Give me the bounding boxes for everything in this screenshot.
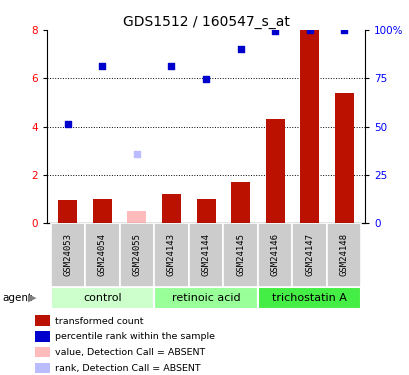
Bar bbox=[257, 287, 361, 309]
Bar bbox=[50, 223, 85, 287]
Text: percentile rank within the sample: percentile rank within the sample bbox=[54, 332, 214, 341]
Bar bbox=[223, 223, 257, 287]
Text: transformed count: transformed count bbox=[54, 316, 143, 326]
Point bbox=[133, 152, 140, 157]
Text: GSM24055: GSM24055 bbox=[132, 234, 141, 276]
Bar bbox=[154, 223, 188, 287]
Bar bbox=[119, 223, 154, 287]
Point bbox=[306, 27, 312, 33]
Point bbox=[237, 46, 243, 53]
Point bbox=[202, 76, 209, 82]
Bar bbox=[188, 223, 223, 287]
Bar bbox=[292, 223, 326, 287]
Title: GDS1512 / 160547_s_at: GDS1512 / 160547_s_at bbox=[122, 15, 289, 29]
Text: control: control bbox=[83, 293, 121, 303]
Text: agent: agent bbox=[2, 293, 32, 303]
Bar bbox=[326, 223, 361, 287]
Bar bbox=[265, 119, 284, 223]
Bar bbox=[127, 211, 146, 223]
Text: GSM24143: GSM24143 bbox=[166, 234, 175, 276]
Point bbox=[99, 63, 106, 69]
Bar bbox=[334, 93, 353, 223]
Text: trichostatin A: trichostatin A bbox=[272, 293, 346, 303]
Bar bbox=[231, 182, 249, 223]
Bar bbox=[50, 287, 154, 309]
Text: ▶: ▶ bbox=[28, 293, 36, 303]
Bar bbox=[162, 194, 180, 223]
Point bbox=[340, 27, 346, 33]
Point bbox=[168, 63, 174, 69]
Text: rank, Detection Call = ABSENT: rank, Detection Call = ABSENT bbox=[54, 364, 200, 373]
Bar bbox=[257, 223, 292, 287]
Point bbox=[65, 121, 71, 127]
Text: retinoic acid: retinoic acid bbox=[171, 293, 240, 303]
Point bbox=[271, 28, 278, 34]
Text: GSM24147: GSM24147 bbox=[304, 234, 313, 276]
Text: GSM24144: GSM24144 bbox=[201, 234, 210, 276]
Bar bbox=[93, 199, 112, 223]
Bar bbox=[299, 30, 318, 223]
Text: GSM24145: GSM24145 bbox=[236, 234, 245, 276]
Bar bbox=[58, 200, 77, 223]
Text: GSM24146: GSM24146 bbox=[270, 234, 279, 276]
Text: value, Detection Call = ABSENT: value, Detection Call = ABSENT bbox=[54, 348, 204, 357]
Bar bbox=[154, 287, 257, 309]
Text: GSM24148: GSM24148 bbox=[339, 234, 348, 276]
Bar bbox=[85, 223, 119, 287]
Text: GSM24054: GSM24054 bbox=[98, 234, 107, 276]
Bar bbox=[196, 199, 215, 223]
Text: GSM24053: GSM24053 bbox=[63, 234, 72, 276]
